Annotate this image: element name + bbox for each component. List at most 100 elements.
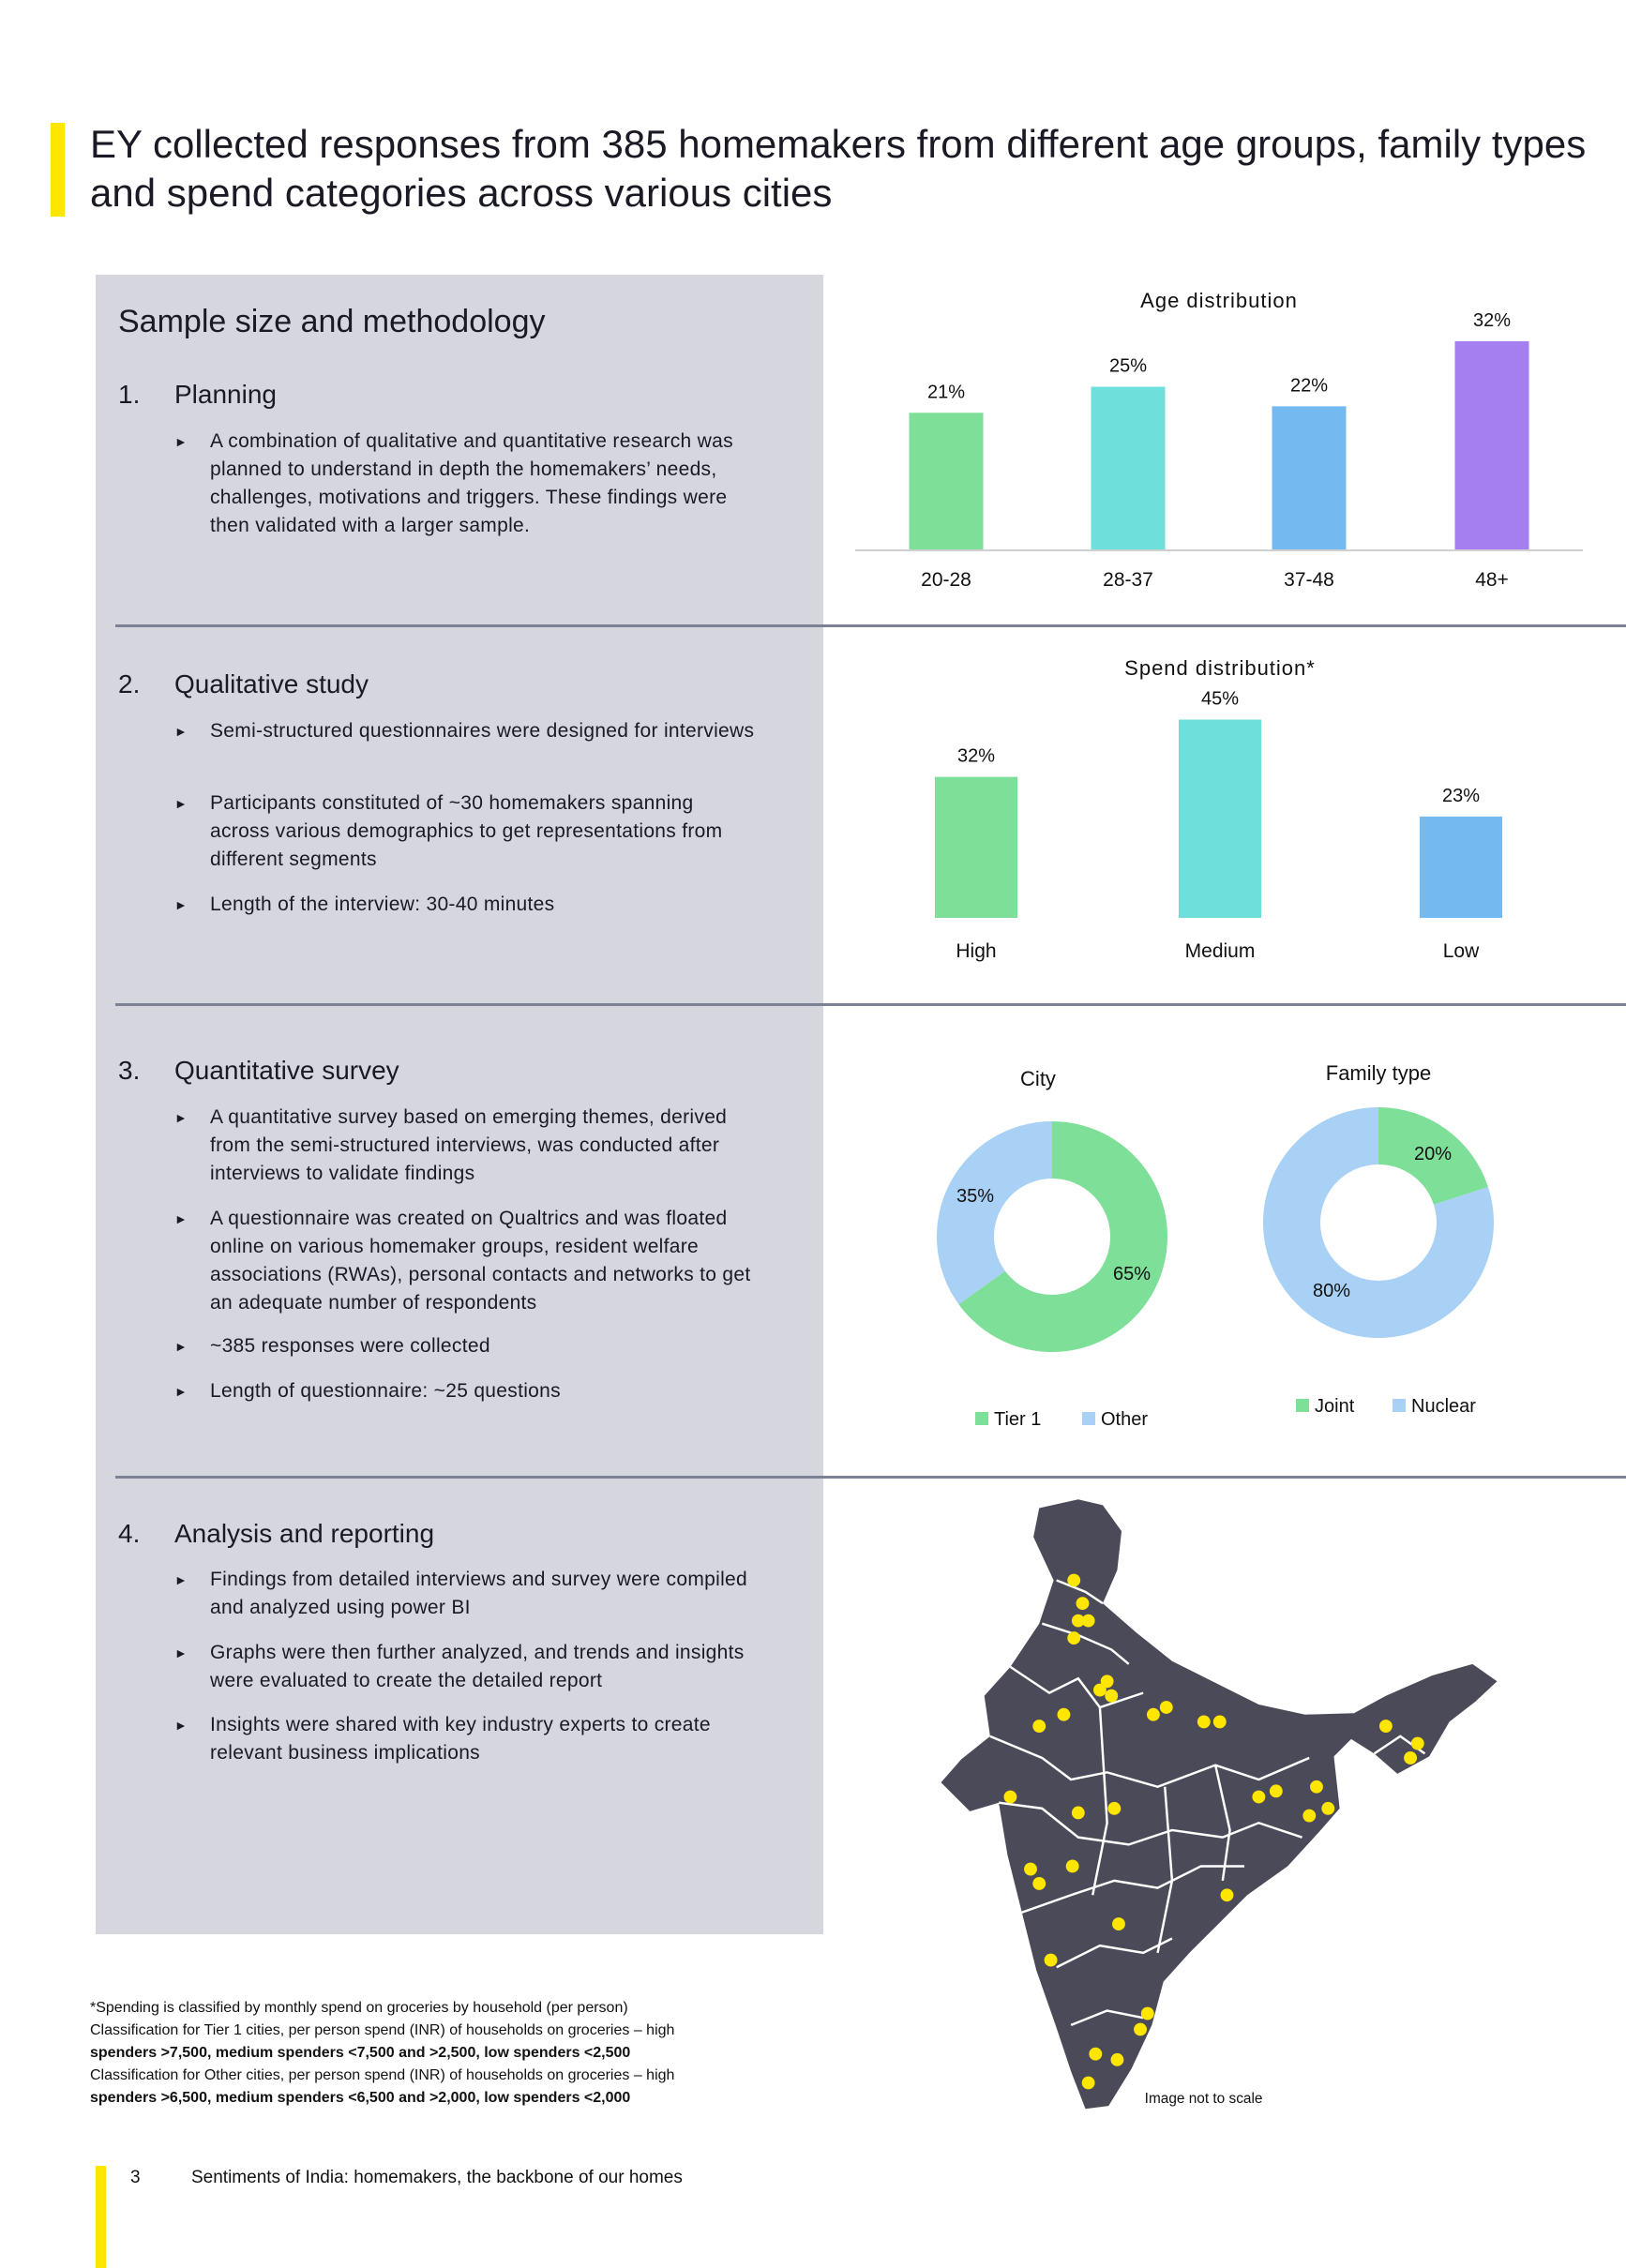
city-dot	[1310, 1780, 1323, 1794]
data-label: 23%	[1442, 786, 1480, 806]
methodology-panel	[96, 275, 823, 1934]
bullet-triangle-icon: ►	[174, 724, 188, 739]
bullet-item: ► Findings from detailed interviews and s…	[174, 1566, 756, 1622]
bullet-triangle-icon: ►	[174, 1384, 188, 1399]
section-title: Qualitative study	[174, 669, 369, 698]
data-label: 65%	[1113, 1264, 1151, 1284]
city-dot	[1302, 1809, 1317, 1823]
donut-slice	[958, 1121, 1167, 1352]
city-dot	[1112, 1917, 1125, 1930]
bullet-item: ► Semi-structured questionnaires were des…	[174, 717, 756, 745]
city-dot	[1089, 2047, 1103, 2061]
footnote-line: Classification for Tier 1 cities, per pe…	[90, 2022, 675, 2038]
legend-label: Tier 1	[994, 1409, 1041, 1430]
page-number: 3	[130, 2168, 141, 2187]
data-label: 32%	[957, 746, 995, 767]
bullet-item: ► Insights were shared with key industry …	[174, 1711, 756, 1767]
legend-label: Joint	[1315, 1396, 1355, 1417]
bullet-text: A quantitative survey based on emerging …	[210, 1106, 728, 1184]
bullet-triangle-icon: ►	[174, 1718, 188, 1733]
footnote-line: *Spending is classified by monthly spend…	[90, 2000, 628, 2016]
data-label: 25%	[1109, 356, 1147, 377]
donut-slice	[1378, 1107, 1488, 1205]
bullet-item: ► ~385 responses were collected	[174, 1332, 756, 1360]
chart-title: Family type	[1326, 1061, 1431, 1085]
city-dot	[1071, 1614, 1085, 1628]
bar	[1420, 816, 1502, 918]
bullet-text: Findings from detailed interviews and su…	[210, 1569, 747, 1618]
city-dot	[1100, 1675, 1114, 1689]
city-dot	[1067, 1573, 1081, 1587]
bullet-triangle-icon: ►	[174, 1211, 188, 1226]
footnote: *Spending is classified by monthly spend…	[90, 1997, 803, 2110]
x-tick-label: 48+	[1475, 569, 1509, 591]
bullet-item: ► A questionnaire was created on Qualtric…	[174, 1205, 756, 1317]
bar	[909, 413, 984, 549]
x-tick-label: 37-48	[1284, 569, 1334, 591]
city-dot	[1140, 2006, 1154, 2020]
donut-slice	[1263, 1107, 1495, 1338]
bullet-text: Participants constituted of ~30 homemake…	[210, 792, 723, 870]
city-dot	[1065, 1859, 1079, 1873]
city-dot	[1081, 1614, 1095, 1628]
city-dot	[1071, 1806, 1085, 1820]
city-dot	[1134, 2022, 1147, 2036]
section-title: Planning	[174, 380, 277, 409]
chart-title: City	[1020, 1067, 1056, 1090]
bullet-item: ► A quantitative survey based on emerging…	[174, 1104, 756, 1188]
footnote-line: spenders >6,500, medium spenders <6,500 …	[90, 2090, 631, 2106]
city-dot	[1404, 1751, 1418, 1765]
divider	[115, 624, 1626, 627]
city-dot	[1197, 1715, 1211, 1729]
city-dot	[1107, 1801, 1122, 1815]
bullet-text: Semi-structured questionnaires were desi…	[210, 720, 755, 742]
x-tick-label: High	[956, 940, 996, 962]
bar	[1091, 386, 1166, 549]
city-dot	[1067, 1631, 1081, 1645]
bullet-text: A combination of qualitative and quantit…	[210, 430, 733, 536]
bullet-text: ~385 responses were collected	[210, 1335, 490, 1357]
city-dot	[1220, 1888, 1234, 1902]
city-dot	[1003, 1790, 1017, 1804]
city-dot	[1146, 1707, 1160, 1721]
footnote-line: spenders >7,500, medium spenders <7,500 …	[90, 2045, 631, 2061]
data-label: 22%	[1290, 375, 1328, 396]
title-accent-bar	[51, 123, 65, 217]
x-tick-label: 20-28	[921, 569, 971, 591]
x-tick-label: Medium	[1185, 940, 1256, 962]
panel-heading: Sample size and methodology	[118, 304, 546, 339]
bullet-triangle-icon: ►	[174, 796, 188, 811]
footnote-line: Classification for Other cities, per per…	[90, 2067, 675, 2083]
section-title: Quantitative survey	[174, 1056, 399, 1085]
bullet-text: Insights were shared with key industry e…	[210, 1714, 711, 1764]
bullet-text: Graphs were then further analyzed, and t…	[210, 1642, 745, 1691]
bar	[1179, 719, 1261, 918]
city-dot	[1269, 1784, 1283, 1798]
city-dot	[1081, 2076, 1095, 2090]
city-dot	[1032, 1720, 1046, 1733]
city-dot	[1410, 1736, 1424, 1750]
data-label: 21%	[927, 382, 965, 402]
bullet-item: ► Length of the interview: 30-40 minutes	[174, 891, 756, 919]
bullet-item: ► A combination of qualitative and quanti…	[174, 428, 756, 540]
city-dot	[1252, 1790, 1266, 1804]
bar	[1454, 340, 1529, 549]
city-dot	[1159, 1701, 1173, 1714]
bullet-triangle-icon: ►	[174, 1110, 188, 1125]
city-dot	[1093, 1683, 1107, 1697]
legend-swatch	[1393, 1399, 1406, 1412]
charts-area: Age distribution 21% 20-28 25% 28-37 22% 37-48…	[855, 289, 1583, 1430]
data-label: 45%	[1201, 689, 1239, 710]
chart-title: Spend distribution*	[1124, 656, 1316, 680]
legend-swatch	[975, 1412, 988, 1425]
footer-text: Sentiments of India: homemakers, the bac…	[191, 2168, 683, 2187]
city-dot	[1321, 1801, 1335, 1815]
section-number: 2.	[118, 669, 141, 698]
city-dot	[1212, 1715, 1227, 1729]
legend-label: Other	[1101, 1409, 1148, 1430]
india-map: Image not to scale	[941, 1499, 1498, 2110]
bullet-triangle-icon: ►	[174, 434, 188, 449]
section-title: Analysis and reporting	[174, 1519, 435, 1548]
page-title: EY collected responses from 385 homemake…	[90, 122, 1587, 215]
bullet-item: ► Length of questionnaire: ~25 questions	[174, 1377, 756, 1405]
